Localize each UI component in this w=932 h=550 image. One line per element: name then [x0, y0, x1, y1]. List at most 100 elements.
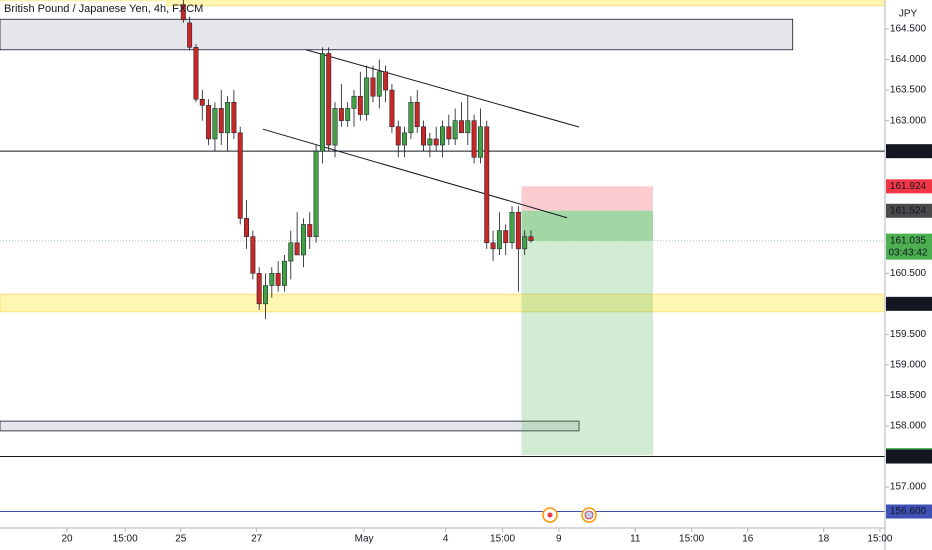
candle-body [269, 273, 275, 286]
candle-body [282, 260, 287, 286]
candle-body [515, 211, 521, 250]
stop-zone [521, 186, 654, 211]
candle-body [484, 126, 490, 244]
candle-body [528, 236, 534, 241]
candle-body [408, 102, 414, 134]
y-tick-label: 158.000 [890, 421, 927, 432]
y-tick-label: 158.500 [890, 390, 927, 401]
price-marker [886, 296, 932, 311]
price-marker-label: 161.524 [890, 205, 927, 216]
candle-body [250, 236, 256, 274]
candle-body [452, 120, 458, 140]
candle-body [244, 218, 249, 237]
candle-body [206, 105, 212, 140]
price-marker-label: 161.924 [890, 181, 927, 192]
price-marker [886, 203, 932, 218]
price-marker [886, 144, 932, 159]
x-tick-label: 20 [61, 534, 73, 545]
price-marker [886, 179, 932, 194]
countdown-timer: 03:43:42 [889, 247, 928, 258]
x-tick-label: 18 [818, 534, 830, 545]
plot-area [0, 0, 886, 513]
y-tick-label: 160.500 [890, 268, 927, 279]
x-tick-label: 15:00 [679, 534, 704, 545]
candle-body [503, 230, 509, 244]
candle-body [477, 126, 483, 158]
candle-body [313, 150, 319, 237]
candle-body [288, 242, 294, 262]
x-tick-label: 15:00 [867, 534, 892, 545]
x-tick-label: 11 [630, 534, 641, 545]
candle-body [319, 53, 325, 152]
y-tick-label: 159.000 [890, 360, 927, 371]
price-marker [886, 233, 932, 260]
candle-body [364, 77, 370, 115]
y-tick-label: 163.500 [890, 85, 927, 96]
flag-icon-inner [584, 510, 594, 520]
candle-body [376, 71, 382, 97]
trend-line [262, 128, 568, 219]
candle-body [307, 224, 313, 237]
range-box [0, 420, 580, 432]
candle-body [509, 211, 515, 244]
candle-body [225, 102, 231, 134]
price-marker-label: 157.500 [890, 451, 927, 462]
candle-body [433, 138, 439, 146]
highlight-band [0, 293, 886, 313]
candle-body [231, 102, 237, 134]
y-tick-label: 159.500 [890, 329, 927, 340]
candle-body [193, 47, 199, 100]
range-box [0, 18, 794, 51]
price-marker-label: 160.000 [890, 298, 927, 309]
candle-body [395, 126, 401, 146]
candle-body [332, 108, 338, 146]
candle-body [256, 273, 262, 305]
candle-body [326, 53, 332, 146]
candle-body [180, 4, 186, 21]
candle-body [237, 132, 243, 219]
x-tick-label: 4 [443, 534, 449, 545]
candle-body [440, 126, 445, 146]
x-tick-label: 25 [175, 534, 187, 545]
candle-body [427, 138, 433, 146]
candle-body [496, 230, 502, 250]
price-marker-label: 156.600 [890, 506, 927, 517]
candle-body [402, 132, 408, 146]
x-tick-label: 9 [556, 534, 562, 545]
candle-body [357, 95, 363, 115]
candle-body [465, 120, 471, 134]
title-background [0, 1, 166, 16]
x-tick-label: May [355, 534, 374, 545]
y-tick-label: 157.000 [890, 482, 927, 493]
x-tick-label: 15:00 [113, 534, 138, 545]
currency-label: JPY [899, 9, 918, 20]
candle-body [212, 108, 218, 140]
trend-line [305, 49, 580, 128]
target-zone [521, 210, 654, 456]
y-tick-label: 164.500 [890, 24, 927, 35]
event-icon-dot [547, 512, 553, 518]
candle-body [338, 108, 344, 121]
candle-body [446, 126, 452, 140]
candle-body [421, 126, 426, 146]
y-tick-label: 163.000 [890, 115, 927, 126]
candle-body [263, 285, 268, 305]
price-marker-label: 162.500 [890, 146, 927, 157]
open-profit-zone [521, 210, 654, 241]
y-tick-label: 164.000 [890, 54, 927, 65]
candle-body [459, 120, 464, 134]
candle-body [389, 89, 395, 127]
candle-body [218, 108, 224, 134]
price-marker [886, 504, 932, 519]
x-tick-label: 16 [742, 534, 754, 545]
candle-body [414, 102, 420, 127]
x-tick-label: 27 [251, 534, 263, 545]
candle-body [294, 242, 300, 256]
candle-body [345, 108, 351, 121]
x-tick-label: 15:00 [490, 534, 515, 545]
chart-title: British Pound / Japanese Yen, 4h, FXCM [4, 3, 203, 15]
candle-body [383, 71, 389, 91]
candle-body [351, 95, 357, 109]
